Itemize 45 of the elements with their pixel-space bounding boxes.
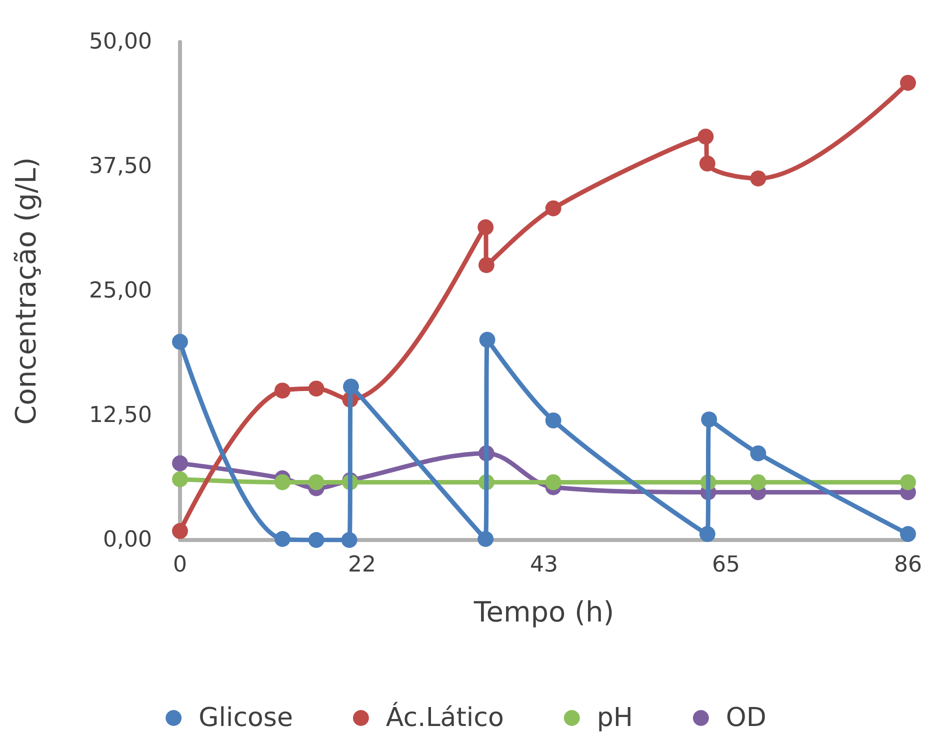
point — [343, 378, 359, 395]
y-axis-title: Concentração (g/L) — [10, 157, 42, 425]
point — [172, 455, 188, 472]
point — [308, 474, 324, 490]
point — [750, 474, 766, 490]
x-tick-label: 65 — [712, 552, 740, 578]
legend-label: Glicose — [198, 703, 293, 733]
point — [545, 412, 562, 428]
point — [699, 526, 716, 542]
y-tick-label: 37,50 — [89, 154, 152, 179]
x-tick-label: 43 — [530, 552, 558, 578]
point — [274, 531, 290, 547]
point — [545, 474, 562, 490]
point — [900, 526, 916, 542]
point — [172, 523, 188, 540]
x-tick-label: 22 — [348, 552, 376, 578]
y-tick-label: 12,50 — [89, 403, 152, 428]
point — [750, 170, 766, 186]
point — [750, 445, 766, 462]
point — [274, 382, 290, 399]
point — [172, 471, 188, 488]
point — [308, 532, 324, 548]
x-axis-title: Tempo (h) — [472, 596, 614, 628]
point — [478, 257, 494, 274]
y-tick-label: 25,00 — [89, 278, 152, 304]
y-tick-label: 0,00 — [103, 528, 152, 552]
x-tick-label: 0 — [173, 552, 187, 578]
y-tick-label: 50,00 — [89, 30, 152, 54]
x-tick-label: 86 — [894, 552, 922, 578]
point — [341, 532, 358, 548]
legend-label: Ác.Lático — [386, 701, 504, 733]
point — [698, 128, 714, 145]
point — [701, 411, 718, 428]
legend-label: OD — [726, 703, 766, 733]
point — [545, 200, 562, 216]
point — [478, 531, 494, 547]
point — [900, 474, 916, 490]
point — [478, 219, 494, 236]
point — [900, 74, 916, 91]
point — [479, 332, 496, 348]
point — [274, 474, 290, 490]
point — [308, 380, 324, 397]
legend-label: pH — [596, 703, 633, 733]
point — [172, 334, 188, 350]
point — [699, 156, 716, 172]
